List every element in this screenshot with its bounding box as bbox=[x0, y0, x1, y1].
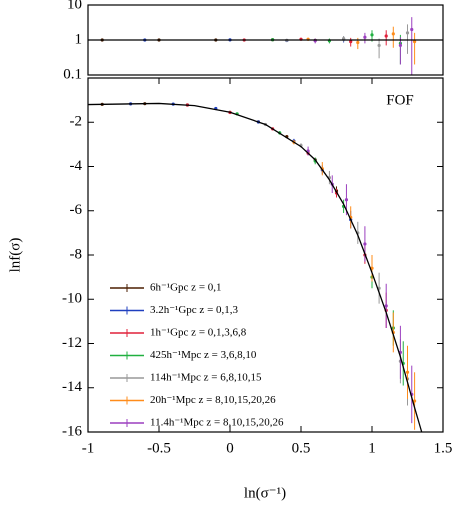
y-tick-label: -4 bbox=[70, 158, 83, 174]
y-tick-label: -16 bbox=[62, 423, 82, 439]
data-point bbox=[410, 27, 414, 32]
legend-label: 1h⁻¹Gpc z = 0,1,3,6,8 bbox=[150, 327, 247, 339]
y-tick-label: -12 bbox=[62, 335, 82, 351]
y-tick-label: -2 bbox=[70, 114, 83, 130]
data-point bbox=[342, 36, 346, 41]
data-point bbox=[349, 40, 353, 44]
y-tick-label: -14 bbox=[62, 379, 82, 395]
legend-label: 6h⁻¹Gpc z = 0,1 bbox=[150, 282, 222, 294]
data-point bbox=[413, 40, 417, 44]
y-tick-label: 0.1 bbox=[63, 66, 82, 82]
data-point bbox=[405, 31, 410, 35]
y-axis-label: lnf(σ) bbox=[7, 238, 23, 273]
x-tick-label: 0.5 bbox=[292, 440, 311, 456]
legend-label: 425h⁻¹Mpc z = 3,6,8,10 bbox=[150, 349, 257, 361]
data-point bbox=[413, 399, 417, 403]
data-point bbox=[344, 198, 349, 202]
x-axis-label: ln(σ⁻¹) bbox=[244, 485, 286, 501]
y-tick-label: -8 bbox=[70, 246, 83, 262]
plot-frame bbox=[87, 77, 444, 433]
data-point bbox=[405, 370, 410, 374]
data-point bbox=[391, 32, 395, 36]
y-tick-label: 10 bbox=[67, 0, 82, 12]
data-point bbox=[363, 242, 367, 246]
x-tick-label: 0 bbox=[226, 440, 234, 456]
legend-label: 3.2h⁻¹Gpc z = 0,1,3 bbox=[150, 304, 239, 316]
legend-label: 11.4h⁻¹Mpc z = 8,10,15,20,26 bbox=[150, 417, 284, 429]
data-point bbox=[384, 34, 388, 38]
annotation: FOF bbox=[386, 92, 414, 108]
data-point bbox=[384, 304, 388, 308]
x-tick-label: -1 bbox=[82, 440, 95, 456]
x-tick-label: 1.5 bbox=[434, 440, 453, 456]
fit-curve bbox=[87, 102, 423, 433]
x-tick-label: -0.5 bbox=[147, 440, 171, 456]
data-point bbox=[370, 33, 374, 37]
y-tick-label: 1 bbox=[75, 31, 83, 47]
x-tick-label: 1 bbox=[368, 440, 376, 456]
y-tick-label: -10 bbox=[62, 291, 82, 307]
data-point bbox=[398, 43, 402, 48]
legend-label: 20h⁻¹Mpc z = 8,10,15,20,26 bbox=[150, 394, 276, 406]
legend-label: 114h⁻¹Mpc z = 6,8,10,15 bbox=[150, 372, 262, 384]
data-point bbox=[363, 35, 367, 39]
plot-frame bbox=[87, 4, 444, 76]
y-tick-label: -6 bbox=[70, 202, 83, 218]
data-point bbox=[356, 40, 360, 45]
data-point bbox=[377, 43, 381, 48]
